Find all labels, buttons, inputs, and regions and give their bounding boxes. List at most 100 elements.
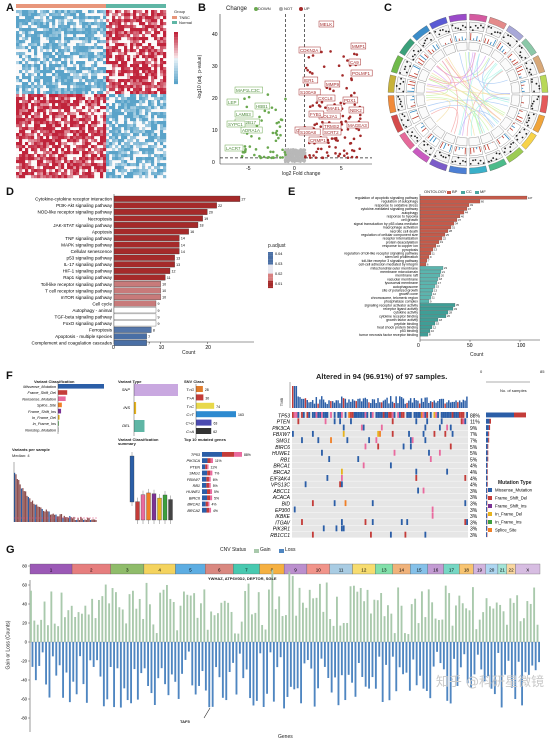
vps-bar <box>86 520 87 522</box>
top10-bar-missense <box>202 508 207 513</box>
heatmap-cell <box>145 64 148 67</box>
cnv-gain-bar <box>326 583 328 642</box>
heatmap-cell <box>100 97 103 100</box>
vps-bar <box>87 518 88 522</box>
heatmap-cell <box>82 151 85 154</box>
go-count-label: 12 <box>433 325 436 329</box>
volcano-point-up <box>358 147 361 150</box>
heatmap-cell <box>94 58 97 61</box>
cnv-loss-bar <box>137 642 139 700</box>
heatmap-cell <box>139 52 142 55</box>
tmb-bar <box>348 399 349 408</box>
oncoplot-cell <box>346 437 348 443</box>
heatmap-cell <box>25 82 28 85</box>
circos-track-point <box>459 163 461 165</box>
cnv-legend-swatch-gain <box>254 549 259 553</box>
heatmap-cell <box>157 166 160 169</box>
volcano-ytick: 40 <box>212 32 218 38</box>
heatmap-cell <box>124 163 127 166</box>
cnv-loss-bar <box>290 642 292 687</box>
heatmap-cell <box>85 55 88 58</box>
heatmap-cell <box>109 34 112 37</box>
heatmap-cell <box>64 166 67 169</box>
cnv-loss-bar <box>443 642 445 669</box>
heatmap-cell <box>130 19 133 22</box>
heatmap-cell <box>145 91 148 94</box>
heatmap-cell <box>67 58 70 61</box>
heatmap-cell <box>52 163 55 166</box>
heatmap-cell <box>22 16 25 19</box>
heatmap-cell <box>154 19 157 22</box>
heatmap-cell <box>34 52 37 55</box>
heatmap-cell <box>142 94 145 97</box>
vps-bar <box>42 509 43 522</box>
heatmap-cell <box>139 154 142 157</box>
heatmap-cell <box>139 127 142 130</box>
heatmap-cell <box>16 85 19 88</box>
top10-bar-missense <box>202 483 206 488</box>
heatmap-cell <box>49 136 52 139</box>
heatmap-cell <box>46 79 49 82</box>
heatmap-cell <box>28 136 31 139</box>
oncoplot-cell <box>408 431 410 437</box>
heatmap-cell <box>43 73 46 76</box>
heatmap-cell <box>124 52 127 55</box>
heatmap-cell <box>115 22 118 25</box>
heatmap-cell <box>70 118 73 121</box>
vps-title: Variants per sample <box>12 448 50 452</box>
heatmap-cell <box>31 25 34 28</box>
heatmap-cell <box>25 136 28 139</box>
heatmap-cell <box>136 118 139 121</box>
heatmap-cell <box>16 160 19 163</box>
heatmap-cell <box>103 79 106 82</box>
cnv-gain-bar <box>312 598 314 642</box>
top10-pct-label: 6% <box>213 478 218 482</box>
top10-bar-fsdel <box>206 483 209 488</box>
heatmap-cell <box>97 46 100 49</box>
heatmap-cell <box>79 136 82 139</box>
heatmap-cell <box>34 169 37 172</box>
heatmap-cell <box>94 37 97 40</box>
cnv-gain-bar <box>455 605 457 642</box>
heatmap-cell <box>37 145 40 148</box>
oncoplot-row-bg <box>292 475 468 481</box>
cnv-gain-bar <box>125 623 127 642</box>
heatmap-cell <box>100 58 103 61</box>
heatmap-cell <box>100 73 103 76</box>
heatmap-cell <box>130 106 133 109</box>
heatmap-cell <box>58 40 61 43</box>
kegg-term-label: Cytokine-cytokine receptor interaction <box>35 197 112 202</box>
cnv-loss-bar <box>368 642 370 689</box>
heatmap-cell <box>73 133 76 136</box>
heatmap-cell <box>94 76 97 79</box>
heatmap-cell <box>94 67 97 70</box>
heatmap-cell <box>157 97 160 100</box>
heatmap-cell <box>109 10 112 13</box>
volcano-point-down <box>279 134 282 137</box>
heatmap-cell <box>118 79 121 82</box>
heatmap-cell <box>109 151 112 154</box>
tmb-bar <box>345 399 346 408</box>
cnv-loss-bar <box>66 642 68 673</box>
volcano-point-down <box>259 157 262 160</box>
heatmap-cell <box>88 91 91 94</box>
heatmap-cell <box>40 31 43 34</box>
heatmap-cell <box>67 166 70 169</box>
heatmap-cell <box>145 100 148 103</box>
heatmap-cell <box>100 145 103 148</box>
heatmap-cell <box>49 172 52 175</box>
heatmap-cell <box>130 10 133 13</box>
heatmap-cell <box>28 139 31 142</box>
heatmap-cell <box>97 70 100 73</box>
heatmap-cell <box>28 124 31 127</box>
heatmap-cell <box>88 13 91 16</box>
heatmap-cell <box>40 88 43 91</box>
volcano-point-up <box>308 154 311 157</box>
heatmap-cell <box>64 103 67 106</box>
heatmap-cell <box>112 160 115 163</box>
heatmap-cell <box>118 37 121 40</box>
heatmap-cell <box>73 175 76 178</box>
snv-bar <box>196 386 203 392</box>
heatmap-cell <box>160 64 163 67</box>
heatmap-cell <box>82 46 85 49</box>
